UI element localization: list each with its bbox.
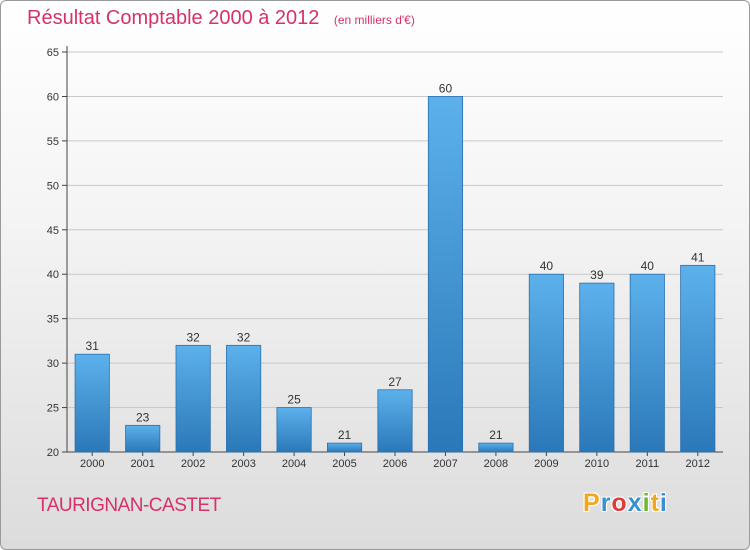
bar-value-label: 23 <box>136 410 150 424</box>
title-row: Résultat Comptable 2000 à 2012 (en milli… <box>27 7 415 30</box>
bar-value-label: 27 <box>388 375 402 389</box>
bar-value-label: 31 <box>86 339 100 353</box>
y-tick-label: 40 <box>47 269 59 281</box>
y-tick-label: 35 <box>47 314 59 326</box>
x-tick-label: 2012 <box>686 458 710 470</box>
x-tick-label: 2001 <box>130 458 154 470</box>
bar <box>427 96 464 453</box>
logo-letter: P <box>583 489 601 517</box>
x-tick-label: 2011 <box>635 458 659 470</box>
y-tick-label: 55 <box>47 136 59 148</box>
logo-letter: t <box>650 489 660 517</box>
data-labels: 31 23 32 32 25 21 27 60 21 40 39 40 41 <box>86 81 705 442</box>
y-tick-label: 20 <box>47 447 59 459</box>
x-tick-label: 2007 <box>433 458 457 470</box>
x-tick-label: 2004 <box>282 458 306 470</box>
logo-letter: i <box>659 489 668 517</box>
bar <box>125 424 161 453</box>
x-tick-label: 2005 <box>332 458 356 470</box>
bar-value-label: 32 <box>186 330 200 344</box>
bar-value-label: 25 <box>287 393 301 407</box>
bar <box>478 442 514 453</box>
bar <box>528 273 564 453</box>
x-tick-label: 2000 <box>80 458 104 470</box>
y-tick-label: 30 <box>47 358 59 370</box>
y-tick-label: 65 <box>47 47 59 59</box>
proxiti-logo: Proxiti <box>583 489 668 518</box>
x-tick-label: 2006 <box>383 458 407 470</box>
bar-value-label: 32 <box>237 330 251 344</box>
x-tick-label: 2009 <box>534 458 558 470</box>
bar-value-label: 40 <box>641 259 655 273</box>
x-tick-label: 2002 <box>181 458 205 470</box>
bar-value-label: 21 <box>489 428 503 442</box>
x-tick-label: 2008 <box>484 458 508 470</box>
bar <box>226 344 262 453</box>
commune-name: TAURIGNAN-CASTET <box>37 495 221 516</box>
chart-unit: (en milliers d'€) <box>333 13 415 27</box>
y-tick-label: 45 <box>47 225 59 237</box>
bars <box>74 96 716 453</box>
chart-title: Résultat Comptable 2000 à 2012 <box>27 7 320 29</box>
bar-value-label: 40 <box>540 259 554 273</box>
y-tick-label: 25 <box>47 403 59 415</box>
bar-value-label: 21 <box>338 428 352 442</box>
bar <box>276 407 312 453</box>
y-tick-label: 50 <box>47 180 59 192</box>
bar-value-label: 60 <box>439 81 453 95</box>
logo-letter: o <box>611 489 628 517</box>
bar <box>74 353 110 453</box>
y-tick-label: 60 <box>47 91 59 103</box>
bar-value-label: 39 <box>590 268 604 282</box>
logo-letter: i <box>642 489 651 517</box>
logo-letter: r <box>600 489 612 517</box>
x-tick-label: 2003 <box>231 458 255 470</box>
bar <box>377 389 413 453</box>
bar <box>579 282 615 453</box>
bar <box>175 344 211 453</box>
bar <box>629 273 665 453</box>
bar <box>326 442 363 453</box>
logo-letter: x <box>627 489 643 517</box>
x-tick-label: 2010 <box>585 458 609 470</box>
bar-value-label: 41 <box>691 250 705 264</box>
bar <box>680 264 716 453</box>
